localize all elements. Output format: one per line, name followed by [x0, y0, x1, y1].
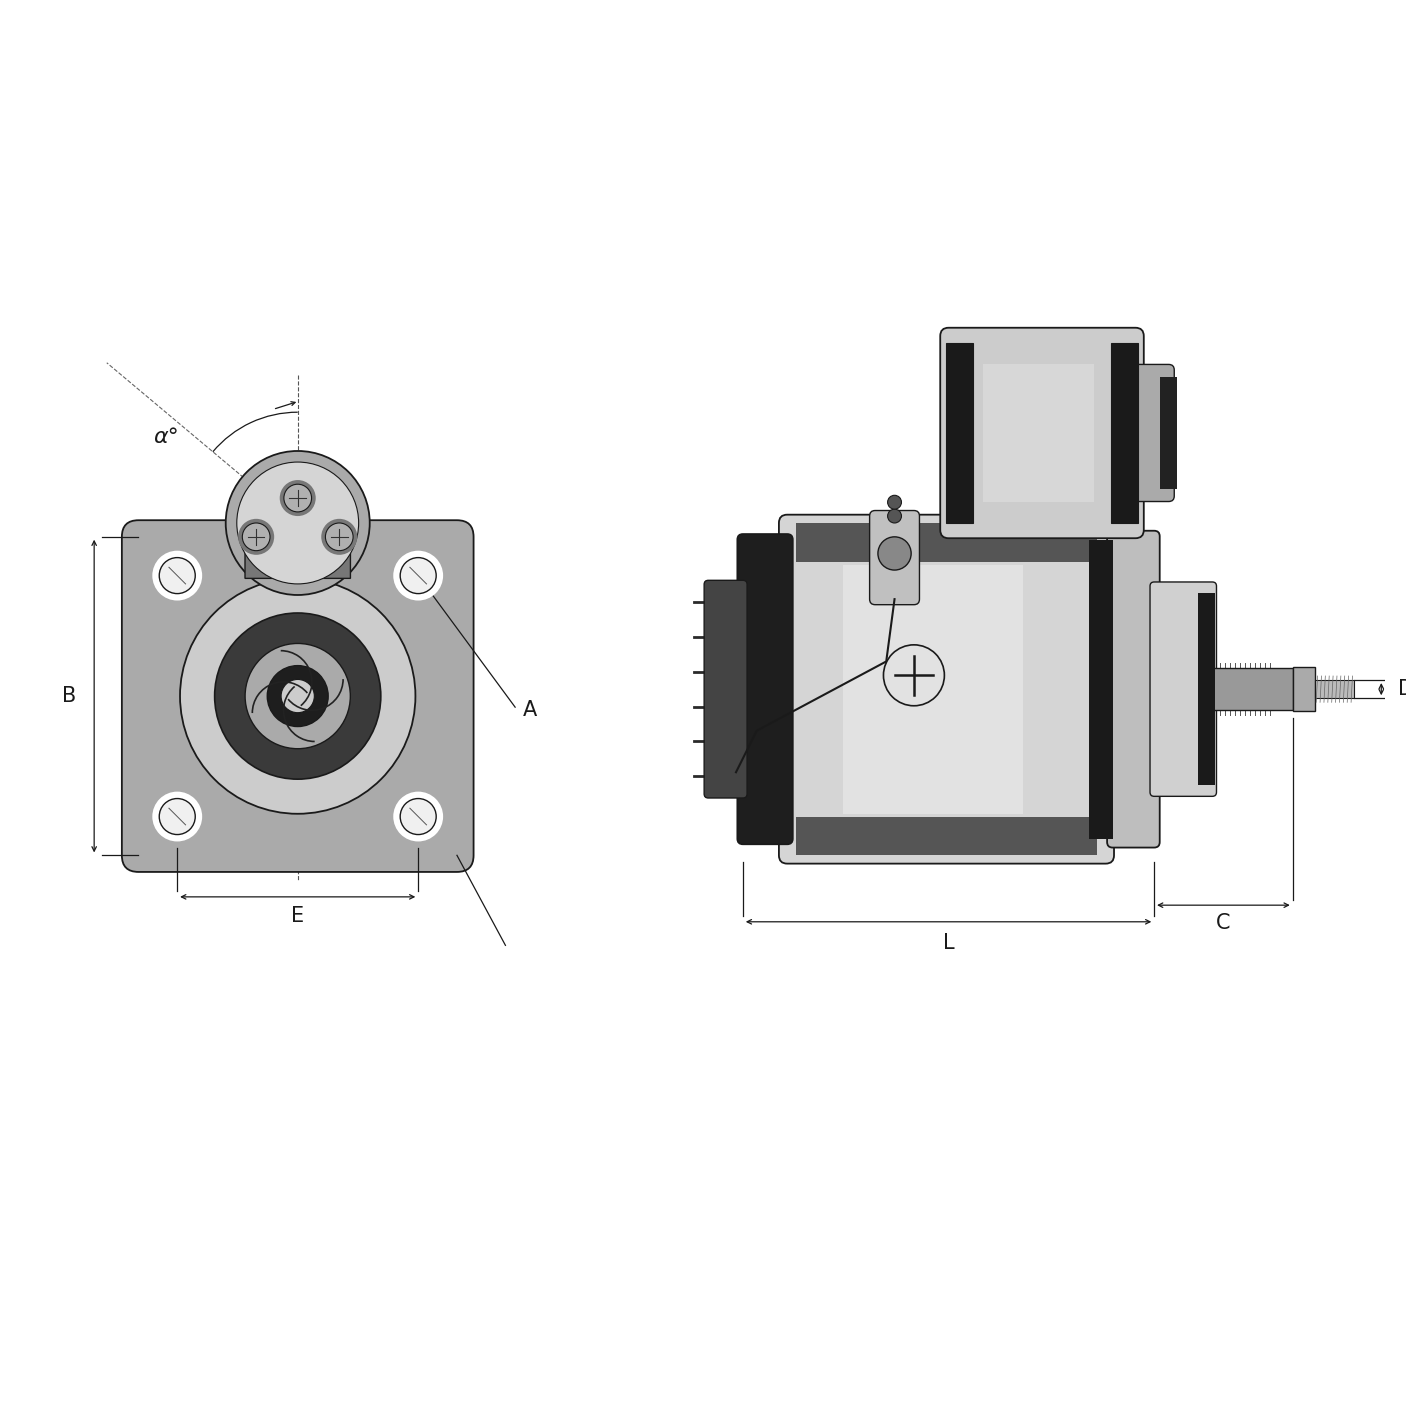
- Circle shape: [152, 792, 202, 841]
- FancyBboxPatch shape: [1107, 530, 1160, 848]
- FancyBboxPatch shape: [870, 510, 920, 605]
- FancyBboxPatch shape: [704, 581, 747, 799]
- Circle shape: [152, 551, 202, 600]
- Bar: [1315, 681, 1354, 699]
- Circle shape: [284, 484, 312, 512]
- Bar: [1212, 668, 1292, 710]
- Circle shape: [226, 451, 370, 595]
- Bar: [796, 523, 1098, 562]
- FancyBboxPatch shape: [737, 534, 793, 844]
- Bar: [1160, 377, 1177, 489]
- Circle shape: [394, 792, 443, 841]
- Bar: [1090, 540, 1112, 839]
- Circle shape: [281, 679, 315, 713]
- Polygon shape: [245, 481, 350, 578]
- Text: A: A: [523, 700, 537, 720]
- Circle shape: [242, 523, 270, 551]
- FancyBboxPatch shape: [941, 328, 1144, 538]
- Circle shape: [159, 799, 195, 835]
- Text: D: D: [1398, 679, 1406, 699]
- Circle shape: [215, 613, 381, 779]
- Circle shape: [887, 509, 901, 523]
- Text: L: L: [943, 932, 955, 952]
- Circle shape: [325, 523, 353, 551]
- Circle shape: [245, 644, 350, 749]
- Circle shape: [236, 463, 359, 583]
- Circle shape: [321, 519, 357, 555]
- Text: E: E: [291, 907, 304, 927]
- Circle shape: [180, 578, 415, 814]
- FancyBboxPatch shape: [1150, 582, 1216, 796]
- Circle shape: [267, 665, 328, 727]
- Bar: [796, 817, 1098, 855]
- Circle shape: [887, 495, 901, 509]
- Text: α°: α°: [153, 427, 179, 447]
- Circle shape: [877, 537, 911, 569]
- FancyBboxPatch shape: [779, 515, 1114, 863]
- FancyBboxPatch shape: [122, 520, 474, 872]
- Circle shape: [394, 551, 443, 600]
- Text: C: C: [1216, 912, 1230, 934]
- Bar: [1198, 593, 1215, 786]
- Bar: [1292, 666, 1315, 711]
- Circle shape: [280, 479, 316, 516]
- Bar: [946, 343, 973, 523]
- Bar: [1111, 343, 1139, 523]
- Circle shape: [159, 558, 195, 593]
- Circle shape: [401, 799, 436, 835]
- Circle shape: [238, 519, 274, 555]
- FancyBboxPatch shape: [1125, 364, 1174, 502]
- Bar: [983, 364, 1094, 502]
- Text: B: B: [62, 686, 76, 706]
- Circle shape: [401, 558, 436, 593]
- Bar: [842, 565, 1022, 814]
